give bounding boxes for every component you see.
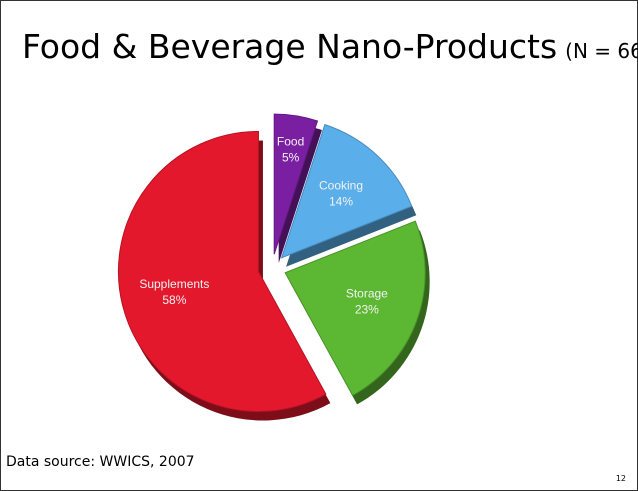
slice (273, 113, 319, 255)
slice (280, 124, 413, 259)
slice (284, 220, 426, 397)
slice-label: Food (277, 135, 304, 149)
value-label: 5% (282, 151, 300, 165)
pie: Food 5% Cooking 14% Storage 23% Supplements 58% (117, 113, 430, 421)
value-label: 58% (162, 293, 186, 307)
chart-title: Food & Beverage Nano-Products (22, 27, 557, 66)
slice-label: Supplements (139, 277, 209, 291)
slice (117, 130, 327, 412)
source-note: Data source: WWICS, 2007 (6, 454, 195, 470)
value-label: 14% (329, 195, 353, 209)
chart-subtitle: (N = 66) (565, 39, 638, 63)
slide-number: 12 (616, 474, 626, 483)
slide-title: Food & Beverage Nano-Products (N = 66) (22, 27, 638, 66)
slice-label: Storage (346, 286, 388, 300)
slice-label: Cooking (319, 179, 363, 193)
value-label: 23% (355, 302, 379, 316)
